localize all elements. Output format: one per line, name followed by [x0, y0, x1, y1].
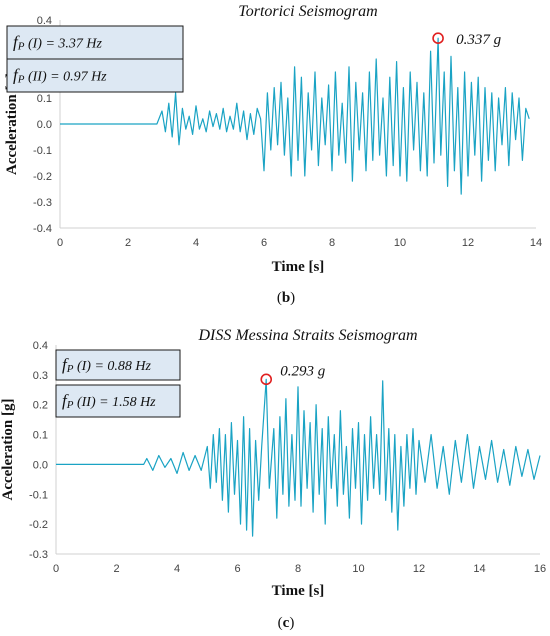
x-tick-label: 6 [234, 563, 240, 575]
frequency-label: fP (II) = 1.58 Hz [62, 391, 156, 411]
x-tick-label: 10 [352, 563, 364, 575]
frequency-subscript: P [17, 74, 25, 86]
y-axis-label: Acceleration [g] [4, 73, 20, 175]
y-tick-label: 0.4 [37, 15, 52, 27]
x-tick-label: 4 [174, 563, 180, 575]
x-tick-label: 0 [53, 563, 59, 575]
panel-label-part: ) [289, 615, 294, 631]
peak-marker [260, 373, 273, 386]
frequency-box [55, 384, 181, 418]
x-tick-label: 0 [57, 237, 63, 249]
frequency-subscript: P [66, 399, 74, 411]
x-tick-label: 8 [329, 237, 335, 249]
x-tick-label: 14 [530, 237, 542, 249]
x-tick-label: 16 [534, 563, 546, 575]
y-tick-label: -0.2 [29, 519, 48, 531]
x-axis-label: Time [s] [272, 259, 325, 275]
frequency-symbol: f [13, 66, 20, 85]
frequency-symbol: f [13, 33, 20, 52]
x-tick-label: 4 [193, 237, 199, 249]
y-tick-label: 0.0 [37, 119, 52, 131]
frequency-value: (I) = 0.88 Hz [73, 359, 151, 374]
peak-label: 0.293 g [280, 363, 326, 379]
frequency-value: (II) = 0.97 Hz [24, 70, 107, 85]
panel-label: (c) [278, 615, 295, 631]
y-tick-label: 0.0 [33, 459, 48, 471]
x-tick-label: 2 [125, 237, 131, 249]
chart-tortorici: Tortorici Seismogram -0.4 -0.3 -0.2 -0.1 0.0 0… [4, 3, 542, 306]
chart-title: DISS Messina Straits Seismogram [197, 327, 417, 344]
x-axis-label: Time [s] [272, 583, 325, 599]
y-tick-label: 0.3 [33, 370, 48, 382]
x-tick-label: 8 [295, 563, 301, 575]
panel-label-part: ( [278, 615, 283, 631]
chart-title: Tortorici Seismogram [238, 3, 377, 20]
frequency-symbol: f [62, 391, 69, 410]
frequency-symbol: f [62, 355, 69, 374]
frequency-box [55, 349, 181, 381]
y-tick-label: 0.4 [33, 340, 48, 352]
y-tick-label: -0.2 [33, 171, 52, 183]
frequency-label: fP (I) = 0.88 Hz [62, 355, 152, 375]
panel-label-part: ( [277, 290, 282, 306]
y-tick-label: -0.4 [33, 223, 52, 235]
x-tick-label: 14 [473, 563, 485, 575]
y-tick-label: -0.1 [33, 145, 52, 157]
y-tick-label: 0.2 [33, 400, 48, 412]
y-tick-label: 0.1 [37, 93, 52, 105]
series-line [56, 378, 541, 537]
frequency-box [6, 58, 184, 93]
frequency-value: (I) = 3.37 Hz [24, 37, 102, 52]
panel-label-part: ) [290, 290, 295, 306]
x-tick-label: 2 [113, 563, 119, 575]
y-axis-label: Acceleration [g] [0, 398, 16, 500]
x-tick-label: 12 [413, 563, 425, 575]
peak-label: 0.337 g [456, 32, 502, 48]
frequency-label: fP (I) = 3.37 Hz [13, 33, 103, 53]
series-line [60, 37, 530, 195]
chart-diss-messina: DISS Messina Straits Seismogram -0.3 -0.2 -… [0, 327, 546, 631]
y-tick-label: -0.3 [33, 197, 52, 209]
panel-label-part: c [283, 615, 290, 631]
y-tick-label: -0.1 [29, 489, 48, 501]
frequency-value: (II) = 1.58 Hz [73, 395, 156, 410]
frequency-subscript: P [17, 41, 25, 53]
x-tick-label: 10 [394, 237, 406, 249]
x-tick-label: 12 [462, 237, 474, 249]
panel-label: (b) [277, 290, 295, 306]
x-tick-label: 6 [261, 237, 267, 249]
frequency-label: fP (II) = 0.97 Hz [13, 66, 107, 86]
y-tick-label: -0.3 [29, 549, 48, 561]
frequency-subscript: P [66, 363, 74, 375]
peak-marker [432, 32, 444, 45]
y-tick-label: 0.1 [33, 430, 48, 442]
panel-label-part: b [282, 290, 290, 306]
